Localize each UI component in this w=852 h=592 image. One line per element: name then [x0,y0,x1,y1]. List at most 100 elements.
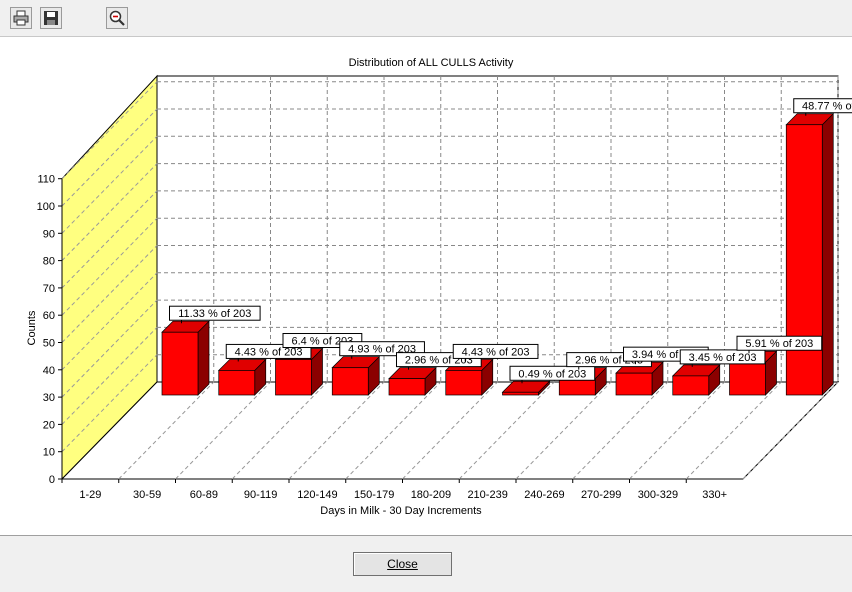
gridline-floor [288,381,385,480]
y-tick-label: 80 [43,256,55,268]
data-label: 0.49 % of 203 [509,365,596,384]
y-tick-label: 50 [43,338,55,350]
x-tick-label: 30-59 [133,489,161,501]
data-label: 48.77 % of 203 [793,98,852,116]
close-button[interactable]: Close [353,552,452,576]
bar [671,364,721,396]
bar-front [502,391,539,396]
data-label: 11.33 % of 203 [169,305,261,324]
bar-front [275,359,312,396]
x-tick-label: 210-239 [467,489,507,501]
bar-front [161,331,199,396]
y-tick-label: 60 [43,310,55,322]
gridline-floor [629,381,725,480]
data-label: 5.91 % of 203 [736,335,823,354]
data-label-box [169,305,261,321]
gridline-wall [61,272,158,371]
data-label-box [793,98,852,114]
x-tick-label: 270-299 [581,489,621,501]
zoom-out-button[interactable] [106,7,128,29]
bar-front [729,361,766,396]
bar-front [445,370,483,396]
bar [161,320,210,396]
y-tick-label: 40 [43,365,55,377]
chart-area: 0 10 20 30 40 50 60 70 80 90 100 110 1-29 30-59 60-89 9… [0,36,852,536]
y-tick-label: 110 [37,174,55,186]
x-tick-label: 150-179 [354,489,394,501]
y-tick-label: 90 [43,228,55,240]
bar-front [558,378,596,396]
gridline-wall [61,245,158,343]
data-label: 3.45 % of 203 [679,349,766,367]
toolbar [0,0,852,37]
gridline-wall [61,108,158,207]
gridline-wall [61,299,158,398]
gridline-wall [61,135,158,234]
gridline-floor [572,381,669,480]
bar-side [197,320,210,396]
y-tick-label: 70 [43,283,55,295]
gridline-floor [402,381,498,480]
gridline-wall [61,354,158,453]
data-label-text: 11.33 % of 203 [178,308,251,320]
zoom-out-icon [109,10,125,26]
bar-front [785,124,823,396]
chart-floor [60,381,840,480]
y-tick-label: 20 [43,419,55,431]
y-tick-label: 0 [49,474,55,486]
footer: Close [0,536,852,592]
y-axis-label: Counts [26,310,38,345]
x-tick-label: 60-89 [190,489,218,501]
x-tick-label: 240-269 [524,489,564,501]
gridline-floor [458,381,555,480]
bar-front [615,372,653,396]
gridline-floor [231,381,328,480]
data-label-text: 0.49 % of 203 [518,368,586,380]
gridline-floor [742,381,839,480]
x-tick-label: 300-329 [638,489,678,501]
data-label-text: 6.4 % of 203 [292,336,354,348]
bar-side [821,112,834,396]
y-tick-label: 10 [43,447,55,459]
x-tick-label: 120-149 [297,489,337,501]
data-label-box [736,335,823,351]
bar-front [672,375,710,396]
floppy-disk-icon [44,11,58,25]
bar [388,366,437,396]
data-label: 4.43 % of 203 [452,343,539,362]
chart-title: Distribution of ALL CULLS Activity [349,57,514,69]
bar [785,112,835,396]
bar-chart: 0 10 20 30 40 50 60 70 80 90 100 110 1-29 30-59 60-89 9… [26,57,852,517]
printer-icon [13,10,29,26]
bar-front [388,378,426,396]
gridline-wall [61,217,158,316]
bar-front [331,367,369,396]
x-tick-label: 330+ [702,489,727,501]
gridline-wall [61,81,158,180]
data-label-box [679,349,766,365]
gridline-wall [61,163,158,261]
gridline-floor [118,381,215,480]
data-label-text: 48.77 % of 203 [802,101,852,113]
data-label-text: 4.43 % of 203 [235,346,303,358]
gridline-floor [515,381,612,480]
y-tick-label: 100 [37,201,55,213]
data-label-text: 3.45 % of 203 [689,352,757,364]
data-label-box [452,343,539,359]
gridline-floor [175,381,271,480]
bar [217,358,267,396]
print-button[interactable] [10,7,32,29]
y-tick-label: 30 [43,392,55,404]
save-button[interactable] [40,7,62,29]
bar [501,380,551,396]
gridline-wall [61,327,158,425]
gridline-wall [61,190,158,289]
data-label-box [509,365,596,381]
x-tick-label: 90-119 [244,489,277,501]
bar [331,355,381,396]
x-tick-label: 1-29 [79,489,101,501]
x-tick-label: 180-209 [411,489,451,501]
data-label-text: 5.91 % of 203 [745,338,813,350]
x-axis-label: Days in Milk - 30 Day Increments [320,505,482,517]
bar-front [218,370,256,396]
